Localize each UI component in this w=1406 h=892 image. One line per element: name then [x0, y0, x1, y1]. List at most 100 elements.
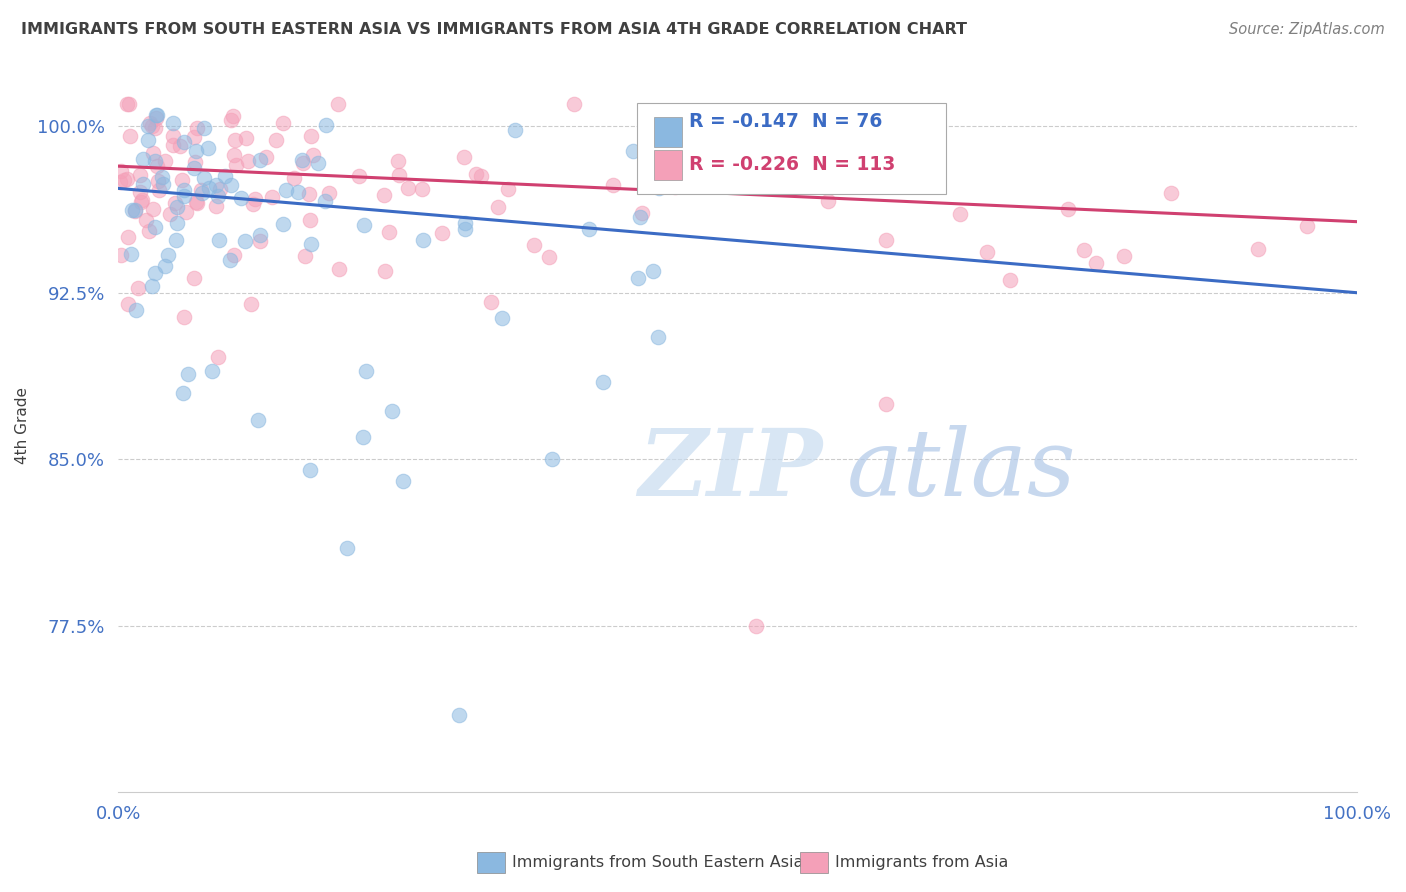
- Point: [163, 196, 186, 211]
- Point: [183, 161, 205, 175]
- Point: [186, 121, 208, 136]
- Point: [235, 131, 257, 145]
- Point: [453, 150, 475, 164]
- Point: [260, 190, 283, 204]
- Point: [430, 227, 453, 241]
- Point: [299, 128, 322, 143]
- Point: [354, 363, 377, 377]
- Point: [378, 225, 401, 239]
- Point: [266, 133, 288, 147]
- Point: [143, 120, 166, 135]
- Point: [205, 199, 228, 213]
- Point: [381, 404, 404, 418]
- Point: [1296, 219, 1319, 233]
- Point: [240, 297, 263, 311]
- Point: [641, 264, 664, 278]
- Point: [141, 279, 163, 293]
- Point: [388, 168, 411, 182]
- Point: [1247, 242, 1270, 256]
- Point: [128, 168, 150, 182]
- Point: [1112, 249, 1135, 263]
- Point: [173, 189, 195, 203]
- Point: [136, 133, 159, 147]
- Point: [374, 264, 396, 278]
- Point: [315, 118, 337, 132]
- Point: [131, 193, 153, 207]
- Point: [166, 200, 188, 214]
- Point: [124, 302, 146, 317]
- Point: [298, 187, 321, 202]
- Point: [247, 413, 270, 427]
- Point: [537, 250, 560, 264]
- Point: [186, 195, 208, 210]
- Point: [117, 297, 139, 311]
- Point: [628, 210, 651, 224]
- Point: [143, 266, 166, 280]
- Point: [190, 183, 212, 197]
- Point: [128, 185, 150, 199]
- Point: [256, 150, 278, 164]
- Point: [165, 233, 187, 247]
- Point: [117, 230, 139, 244]
- Point: [127, 281, 149, 295]
- Point: [222, 148, 245, 162]
- Point: [387, 154, 409, 169]
- Point: [486, 200, 509, 214]
- Point: [299, 463, 322, 477]
- Point: [373, 188, 395, 202]
- Point: [696, 178, 718, 193]
- Point: [283, 170, 305, 185]
- Point: [875, 397, 897, 411]
- Text: atlas: atlas: [846, 425, 1076, 515]
- Point: [153, 154, 176, 169]
- Point: [148, 183, 170, 197]
- Point: [191, 186, 214, 200]
- Point: [138, 224, 160, 238]
- Point: [166, 216, 188, 230]
- Point: [152, 170, 174, 185]
- Point: [121, 202, 143, 217]
- Point: [145, 159, 167, 173]
- Point: [540, 452, 562, 467]
- Point: [236, 153, 259, 168]
- Point: [198, 181, 221, 195]
- Point: [562, 97, 585, 112]
- Point: [222, 109, 245, 123]
- Point: [143, 220, 166, 235]
- Point: [745, 619, 768, 633]
- Point: [328, 261, 350, 276]
- Point: [291, 153, 314, 167]
- Point: [301, 147, 323, 161]
- Point: [193, 171, 215, 186]
- Point: [318, 186, 340, 201]
- Point: [592, 375, 614, 389]
- Point: [145, 108, 167, 122]
- Point: [172, 385, 194, 400]
- Point: [136, 119, 159, 133]
- Point: [169, 139, 191, 153]
- Point: [627, 270, 650, 285]
- Point: [162, 138, 184, 153]
- Point: [299, 212, 322, 227]
- Point: [142, 202, 165, 216]
- Point: [120, 247, 142, 261]
- Point: [139, 116, 162, 130]
- Point: [183, 270, 205, 285]
- Point: [273, 116, 295, 130]
- Point: [214, 169, 236, 183]
- Point: [233, 234, 256, 248]
- Point: [274, 183, 297, 197]
- Point: [110, 164, 132, 178]
- Point: [523, 238, 546, 252]
- Point: [117, 97, 139, 112]
- Point: [207, 189, 229, 203]
- Point: [110, 248, 132, 262]
- Point: [153, 259, 176, 273]
- Point: [124, 203, 146, 218]
- Point: [193, 121, 215, 136]
- Point: [503, 123, 526, 137]
- Point: [875, 233, 897, 247]
- Point: [287, 185, 309, 199]
- Point: [396, 181, 419, 195]
- Point: [221, 112, 243, 127]
